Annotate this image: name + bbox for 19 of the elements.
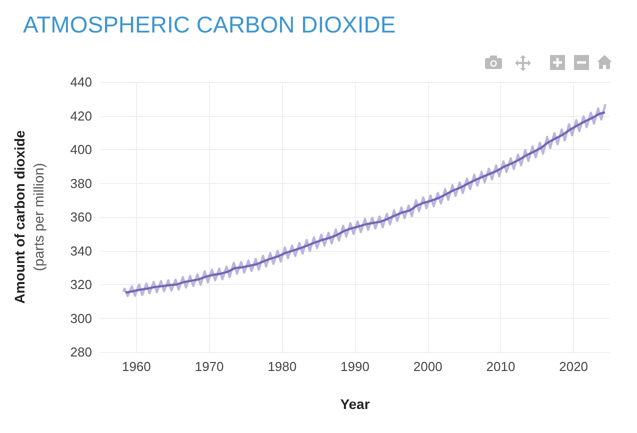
x-tick-label: 2010 [486,359,516,374]
y-axis-title: Amount of carbon dioxide (parts per million) [12,130,46,304]
chart-title: ATMOSPHERIC CARBON DIOXIDE [23,12,396,38]
x-axis-title: Year [340,396,370,412]
x-tick-label: 1980 [268,359,297,374]
y-tick-label: 400 [70,142,92,157]
y-tick-label: 440 [70,74,92,90]
y-tick-label: 320 [70,277,92,292]
y-tick-label: 420 [70,108,92,124]
x-tick-label: 2000 [413,359,442,374]
x-tick-label: 1970 [194,359,224,374]
x-tick-label: 1990 [340,359,370,374]
y-tick-label: 340 [70,243,92,258]
y-tick-label: 360 [70,210,92,224]
x-tick-label: 2020 [559,359,588,374]
y-tick-label: 380 [70,176,92,191]
y-tick-label: 300 [70,310,92,326]
y-tick-label: 280 [70,344,92,360]
x-tick-label: 1960 [122,359,151,374]
